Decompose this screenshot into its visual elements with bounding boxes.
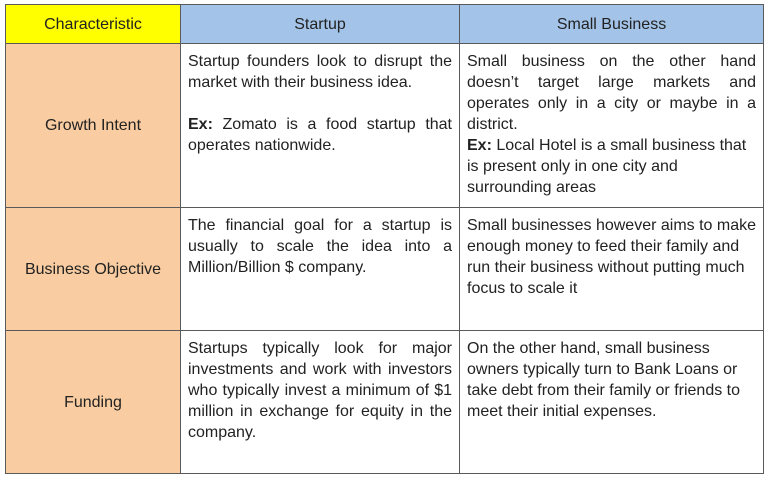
small-business-example: Ex: Local Hotel is a small business that…: [467, 135, 756, 198]
header-startup: Startup: [180, 4, 460, 44]
row-label-funding: Funding: [5, 330, 181, 474]
small-business-text: Small businesses however aims to make en…: [467, 217, 757, 297]
small-business-text: Small business on the other hand doesn’t…: [467, 53, 756, 133]
example-prefix: Ex:: [188, 116, 213, 133]
startup-cell: Startups typically look for major invest…: [180, 330, 460, 474]
startup-text: Startup founders look to disrupt the mar…: [188, 53, 452, 91]
table-row: Growth Intent Startup founders look to d…: [5, 43, 764, 208]
small-business-cell: Small businesses however aims to make en…: [459, 207, 764, 331]
header-small-business: Small Business: [459, 4, 764, 44]
example-text: Zomato is a food startup that operates n…: [188, 116, 452, 154]
row-label-growth-intent: Growth Intent: [5, 43, 181, 208]
table-row: Funding Startups typically look for majo…: [5, 330, 764, 474]
comparison-table: Characteristic Startup Small Business Gr…: [5, 4, 764, 474]
startup-cell: The financial goal for a startup is usua…: [180, 207, 460, 331]
table-row: Business Objective The financial goal fo…: [5, 207, 764, 331]
example-prefix: Ex:: [467, 137, 492, 154]
small-business-text: On the other hand, small business owners…: [467, 340, 740, 420]
header-row: Characteristic Startup Small Business: [5, 4, 764, 44]
example-text: Local Hotel is a small business that is …: [467, 137, 747, 196]
startup-text: Startups typically look for major invest…: [188, 340, 452, 441]
startup-text: The financial goal for a startup is usua…: [188, 217, 452, 276]
small-business-cell: Small business on the other hand doesn’t…: [459, 43, 764, 208]
small-business-cell: On the other hand, small business owners…: [459, 330, 764, 474]
startup-cell: Startup founders look to disrupt the mar…: [180, 43, 460, 208]
header-characteristic: Characteristic: [5, 4, 181, 44]
row-label-business-objective: Business Objective: [5, 207, 181, 331]
startup-example: Ex: Zomato is a food startup that operat…: [188, 114, 452, 156]
